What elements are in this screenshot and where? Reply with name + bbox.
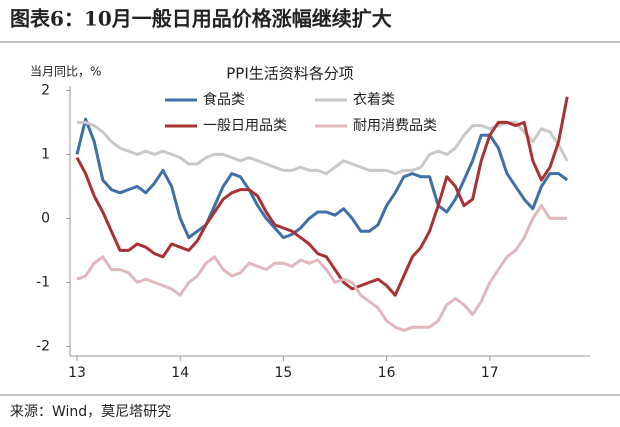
- legend-label: 一般日用品类: [203, 118, 287, 134]
- series-line: [75, 96, 569, 297]
- legend-label: 衣着类: [353, 92, 395, 108]
- y-tick-label: 0: [41, 210, 50, 226]
- y-tick-label: -1: [36, 274, 50, 290]
- chart-title: 图表6：10月一般日用品价格涨幅继续扩大: [10, 7, 392, 31]
- x-tick-label: 16: [378, 365, 396, 381]
- y-tick-label: -2: [36, 338, 50, 354]
- x-tick-label: 17: [481, 365, 499, 381]
- chart-subtitle: PPI生活资料各分项: [226, 65, 354, 83]
- x-tick-label: 15: [274, 365, 292, 381]
- series-line: [76, 204, 568, 332]
- source: 来源：Wind，莫尼塔研究: [10, 404, 171, 420]
- y-tick-label: 2: [41, 82, 50, 98]
- y-tick-label: 1: [41, 146, 50, 162]
- series-line: [77, 120, 569, 176]
- series-line: [75, 117, 569, 240]
- x-tick-label: 14: [171, 365, 189, 381]
- x-tick-label: 13: [68, 365, 86, 381]
- legend-label: 食品类: [203, 91, 245, 108]
- legend-label: 耐用消费品类: [353, 118, 437, 134]
- y-axis-label: 当月同比，%: [30, 65, 101, 79]
